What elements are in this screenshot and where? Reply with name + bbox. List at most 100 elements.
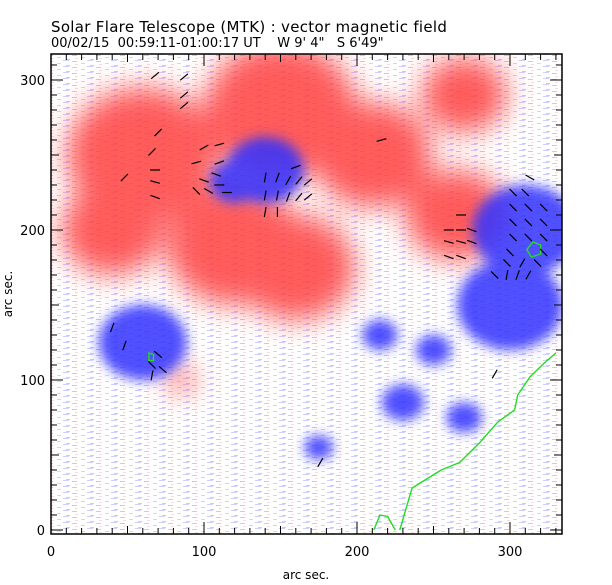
contour-layer	[148, 241, 557, 531]
field-vector	[525, 270, 532, 280]
field-vector	[521, 188, 530, 197]
field-vector	[524, 203, 533, 212]
positive-region	[167, 368, 195, 392]
field-vector	[490, 271, 499, 279]
negative-region	[457, 260, 562, 350]
field-vector	[505, 269, 509, 281]
observation-time-range: 00:59:11-01:00:17 UT	[117, 36, 261, 51]
positive-region	[313, 102, 432, 208]
field-vector	[506, 248, 514, 257]
field-vector	[443, 240, 454, 244]
field-vector	[148, 361, 156, 369]
field-vector	[515, 270, 520, 280]
field-vector	[109, 322, 115, 333]
field-vector	[154, 128, 163, 137]
field-vector	[456, 254, 466, 260]
field-vector	[275, 190, 279, 201]
plot-frame	[50, 53, 563, 535]
field-vector	[275, 172, 280, 183]
field-vector	[303, 178, 313, 186]
field-vector	[263, 206, 267, 218]
field-vector	[525, 174, 535, 181]
field-vector	[192, 187, 201, 195]
x-tick-label: 0	[47, 545, 55, 560]
field-vector	[191, 160, 202, 165]
vector-layer	[109, 71, 548, 468]
axis-tick-labels: 0 100 200 300 0 100 200 300	[20, 74, 522, 560]
field-vector	[203, 187, 214, 195]
field-vector	[179, 91, 189, 99]
field-vector	[153, 350, 163, 359]
field-vector	[148, 148, 156, 156]
field-vector	[317, 457, 324, 468]
field-vector	[524, 218, 533, 227]
y-tick-label: 100	[20, 374, 45, 389]
y-axis-label: arc sec.	[1, 271, 15, 317]
position-west: W 9' 4"	[277, 36, 325, 51]
field-vector	[122, 340, 127, 351]
contour-line	[525, 241, 542, 258]
negative-region	[304, 435, 333, 460]
contour-line	[373, 514, 396, 531]
x-tick-label: 100	[192, 545, 217, 560]
field-vector	[519, 258, 526, 268]
negative-region	[472, 185, 562, 275]
negative-polarity-layer	[98, 137, 562, 460]
contour-line	[399, 352, 557, 531]
x-tick-label: 300	[498, 545, 523, 560]
observation-date: 00/02/15	[51, 36, 110, 51]
field-vector	[376, 138, 387, 142]
negative-region	[98, 305, 187, 380]
field-vector	[303, 193, 313, 201]
x-tick-label: 200	[345, 545, 370, 560]
field-vector	[491, 369, 498, 379]
field-vector	[524, 233, 533, 242]
field-vector	[150, 194, 160, 200]
field-vector	[502, 259, 511, 267]
field-vector	[199, 144, 209, 151]
field-vector	[539, 203, 548, 212]
field-vector	[539, 218, 548, 227]
y-tick-label: 0	[37, 524, 45, 539]
position-south: S 6'49"	[336, 36, 384, 51]
field-vector	[295, 176, 303, 185]
field-vector	[214, 142, 225, 147]
field-vector	[456, 240, 467, 244]
field-vector	[263, 172, 267, 183]
positive-region	[61, 185, 163, 275]
field-vector	[211, 172, 222, 177]
x-axis-label: arc sec.	[283, 568, 329, 582]
field-vector	[120, 173, 129, 182]
field-vector	[150, 370, 154, 381]
y-tick-label: 300	[20, 74, 45, 89]
field-vector	[539, 248, 548, 257]
negative-region	[209, 161, 260, 203]
y-tick-label: 200	[20, 224, 45, 239]
field-vector	[285, 192, 291, 202]
field-vector	[150, 180, 161, 184]
field-vector	[466, 227, 477, 233]
negative-region	[415, 335, 452, 365]
field-vector	[509, 203, 518, 212]
field-vector	[295, 192, 303, 202]
field-vector	[199, 178, 209, 183]
field-vector	[214, 160, 225, 165]
plot-subtitle: 00/02/15 00:59:11-01:00:17 UT W 9' 4" S …	[51, 37, 384, 50]
field-vector	[509, 188, 518, 197]
field-vector	[158, 365, 167, 374]
field-vector	[285, 175, 292, 186]
field-vector	[179, 101, 189, 110]
positive-region	[236, 215, 355, 320]
negative-region	[446, 402, 482, 433]
plot-title: Solar Flare Telescope (MTK) : vector mag…	[51, 18, 448, 36]
field-vector	[533, 259, 542, 267]
field-vector	[290, 164, 301, 170]
field-vector	[263, 190, 267, 201]
negative-region	[381, 384, 425, 421]
field-vector	[443, 254, 454, 260]
positive-region	[422, 57, 507, 133]
axis-ticks	[50, 54, 562, 534]
field-vector	[539, 233, 548, 242]
field-vector	[509, 218, 518, 227]
